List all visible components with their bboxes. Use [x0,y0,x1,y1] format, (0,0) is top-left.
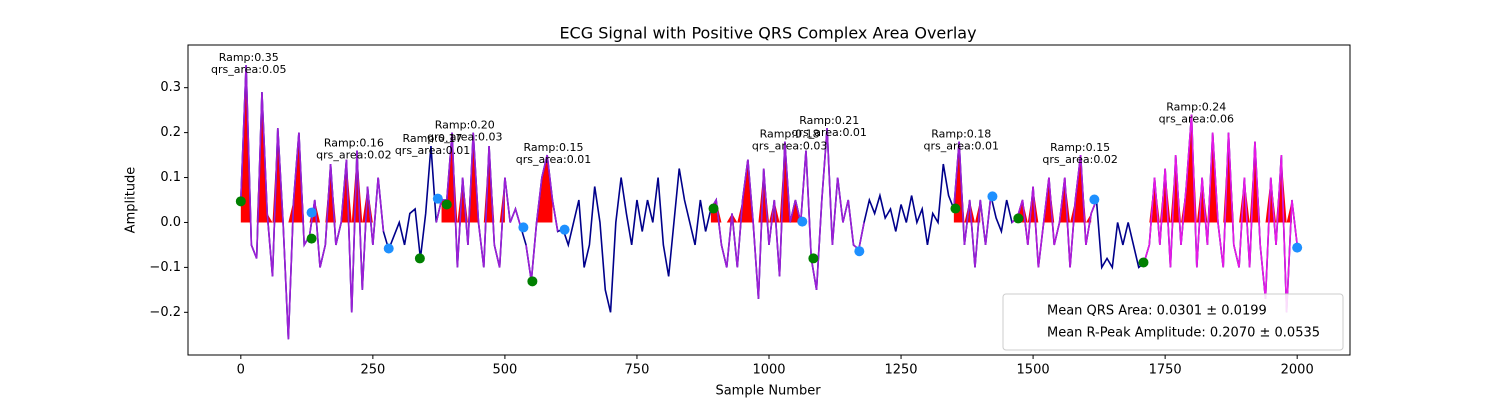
legend-box [1002,293,1344,351]
ramp-annotation: Ramp:0.16 [324,137,384,150]
x-tick-label: 500 [492,363,517,378]
offset-point [518,222,529,233]
area-annotation: qrs_area:0.06 [1159,113,1234,126]
chart-title: ECG Signal with Positive QRS Complex Are… [559,24,976,43]
onset-point [708,203,719,214]
onset-point [306,233,317,244]
y-axis-label: Amplitude [124,167,139,234]
qrs-segment-line [710,128,865,299]
area-annotation: qrs_area:0.01 [516,153,591,166]
offset-point [1292,242,1303,253]
qrs-segment [1011,154,1098,268]
area-annotation: qrs_area:0.02 [1042,153,1117,166]
x-tick-label: 750 [625,363,650,378]
x-tick-label: 1250 [884,363,917,378]
area-annotation: qrs_area:0.01 [791,126,866,139]
area-annotation: qrs_area:0.03 [427,131,502,144]
x-tick-label: 1750 [1149,363,1182,378]
x-tick-label: 1000 [752,363,785,378]
qrs-segment-line [435,132,522,268]
offset-point [306,207,317,218]
x-tick-label: 1500 [1017,363,1050,378]
area-annotation: qrs_area:0.03 [752,140,827,153]
qrs-segment [1143,114,1298,313]
area-annotation: qrs_area:0.05 [211,63,286,76]
offset-point [987,191,998,202]
ramp-annotation: Ramp:0.15 [1050,141,1110,154]
y-tick-label: 0.0 [160,215,181,230]
ramp-annotation: Ramp:0.18 [760,128,820,141]
onset-point [1138,257,1149,268]
ramp-annotation: Ramp:0.15 [523,141,583,154]
x-tick-label: 250 [360,363,385,378]
legend-entry: Mean R-Peak Amplitude: 0.2070 ± 0.0535 [1047,326,1320,341]
y-tick-label: −0.2 [149,305,181,320]
y-tick-label: −0.1 [149,260,181,275]
x-axis-label: Sample Number [715,384,821,399]
onset-point [414,253,425,264]
axes-frame [187,44,1351,356]
onset-point [1013,213,1024,224]
offset-point [797,216,808,227]
ramp-annotation: Ramp:0.35 [219,51,279,64]
onset-point [808,253,819,264]
qrs-area [953,141,981,223]
qrs-segment-line [240,65,385,340]
offset-point [383,243,394,254]
offset-point [854,246,865,257]
onset-point [950,203,961,214]
area-annotation: qrs_area:0.02 [316,149,391,162]
y-tick-label: 0.1 [160,170,181,185]
offset-point [1089,194,1100,205]
qrs-segment [710,128,865,299]
legend-entry: Mean QRS Area: 0.0301 ± 0.0199 [1047,304,1267,319]
y-tick-label: 0.2 [160,125,181,140]
onset-point [235,196,246,207]
onset-point [441,199,452,210]
x-tick-label: 2000 [1281,363,1314,378]
x-tick-label: 0 [237,363,245,378]
qrs-segment-line [1011,154,1098,268]
onset-point [527,276,538,287]
qrs-segment [953,141,992,268]
qrs-area [1149,114,1292,223]
offset-point [559,224,570,235]
qrs-segment [240,65,385,340]
qrs-segment [435,132,522,268]
offset-point [432,193,443,204]
qrs-segment-line [1143,114,1298,313]
y-tick-label: 0.3 [160,80,181,95]
ramp-annotation: Ramp:0.21 [799,114,859,127]
plot-area [235,65,1303,340]
ramp-annotation: Ramp:0.17 [403,132,463,145]
area-annotation: qrs_area:0.01 [395,144,470,157]
ramp-annotation: Ramp:0.24 [1166,101,1226,114]
area-annotation: qrs_area:0.01 [924,140,999,153]
qrs-area [1017,155,1092,223]
ramp-annotation: Ramp:0.20 [435,119,495,132]
ramp-annotation: Ramp:0.18 [931,128,991,141]
qrs-segment-line [953,141,992,268]
